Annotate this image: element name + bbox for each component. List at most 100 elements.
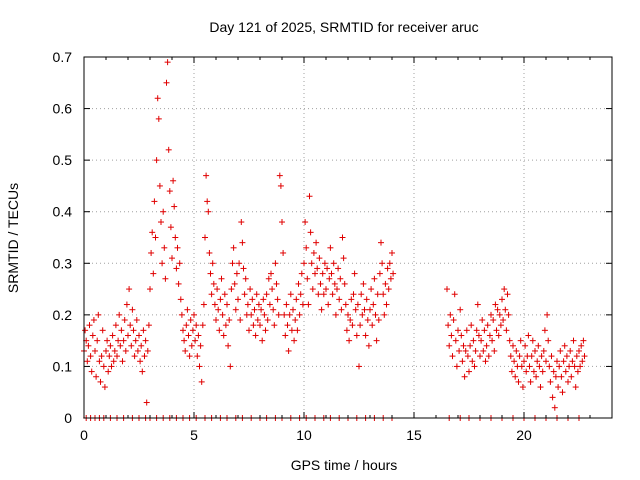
data-point xyxy=(96,358,103,365)
data-point xyxy=(500,317,507,324)
data-point xyxy=(519,384,526,391)
data-point xyxy=(122,347,129,354)
data-point xyxy=(361,306,368,313)
data-point xyxy=(305,301,312,308)
data-point xyxy=(131,353,138,360)
data-point xyxy=(286,311,293,318)
data-point xyxy=(259,337,266,344)
data-point xyxy=(528,353,535,360)
data-point xyxy=(239,239,246,246)
y-tick-label: 0.1 xyxy=(53,358,73,374)
data-point xyxy=(249,296,256,303)
data-point xyxy=(576,347,582,354)
data-point xyxy=(474,301,481,308)
data-point xyxy=(277,182,284,189)
data-point xyxy=(496,311,503,318)
data-point xyxy=(255,301,262,308)
data-point xyxy=(258,306,265,313)
data-point xyxy=(330,260,337,267)
data-point xyxy=(229,260,236,267)
data-point xyxy=(513,347,520,354)
data-point xyxy=(241,291,248,298)
data-point xyxy=(207,270,214,277)
data-point xyxy=(238,219,245,226)
data-point xyxy=(555,384,562,391)
data-point xyxy=(525,332,532,339)
data-point xyxy=(221,291,228,298)
data-point xyxy=(385,286,392,293)
data-point xyxy=(566,363,573,370)
data-point xyxy=(547,378,554,385)
data-point xyxy=(471,363,478,370)
data-point xyxy=(268,270,274,277)
data-point xyxy=(537,384,544,391)
data-point xyxy=(104,337,111,344)
data-point xyxy=(114,353,120,360)
data-point xyxy=(85,342,92,349)
data-point xyxy=(565,378,571,385)
data-point xyxy=(467,342,474,349)
data-point xyxy=(170,177,177,184)
data-point xyxy=(282,332,289,339)
data-point xyxy=(97,378,104,385)
data-point xyxy=(181,337,188,344)
data-point xyxy=(144,347,151,354)
x-axis-label: GPS time / hours xyxy=(291,457,398,473)
data-point xyxy=(126,286,133,293)
data-point xyxy=(381,311,388,318)
data-point xyxy=(494,306,501,313)
x-tick-label: 5 xyxy=(190,427,198,443)
data-point xyxy=(358,291,365,298)
data-point xyxy=(552,373,559,380)
data-point xyxy=(529,337,536,344)
data-points xyxy=(81,59,588,421)
data-point xyxy=(99,327,106,334)
data-point xyxy=(298,270,305,277)
data-point xyxy=(312,270,318,277)
data-point xyxy=(191,311,197,318)
data-point xyxy=(544,311,551,318)
data-point xyxy=(237,317,244,324)
data-point xyxy=(136,332,142,339)
data-point xyxy=(206,249,213,256)
data-point xyxy=(197,342,204,349)
data-point xyxy=(264,317,271,324)
data-point xyxy=(533,373,540,380)
data-point xyxy=(503,327,510,334)
data-point xyxy=(579,358,586,365)
data-point xyxy=(341,280,348,287)
data-point xyxy=(489,337,496,344)
data-point xyxy=(506,337,513,344)
data-point xyxy=(200,301,207,308)
data-point xyxy=(562,368,569,375)
data-point xyxy=(275,311,282,318)
data-point xyxy=(568,373,575,380)
data-point xyxy=(309,286,316,293)
data-point xyxy=(495,332,502,339)
data-point xyxy=(297,291,304,298)
data-point xyxy=(318,306,325,313)
data-point xyxy=(189,327,196,334)
data-point xyxy=(288,327,295,334)
data-point xyxy=(453,363,460,370)
data-point xyxy=(158,219,164,226)
data-point xyxy=(143,399,150,406)
x-axis-ticks: 0 5 10 15 20 xyxy=(80,57,613,443)
data-point xyxy=(271,322,278,329)
data-point xyxy=(193,322,200,329)
data-point xyxy=(260,296,267,303)
data-point xyxy=(534,358,541,365)
data-point xyxy=(281,311,288,318)
data-point xyxy=(188,342,195,349)
data-point xyxy=(164,59,171,66)
data-point xyxy=(457,306,464,313)
data-point xyxy=(296,311,303,318)
data-point xyxy=(161,244,168,251)
data-point xyxy=(505,311,512,318)
data-point xyxy=(549,394,556,401)
data-point xyxy=(324,265,331,272)
data-point xyxy=(345,311,351,318)
data-point xyxy=(276,172,283,179)
data-point xyxy=(451,291,458,298)
data-point xyxy=(302,219,309,226)
